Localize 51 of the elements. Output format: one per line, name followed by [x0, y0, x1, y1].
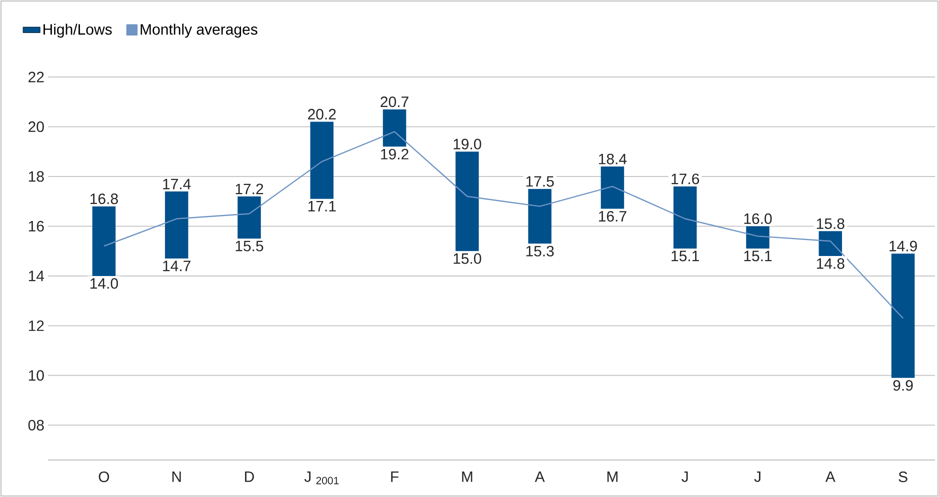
annotation: 14.8: [816, 258, 844, 269]
annotation: 19.0: [454, 138, 482, 150]
y-tick-label: 12: [28, 320, 44, 331]
legend-label: Monthly averages: [140, 24, 258, 38]
annotation: 18.4: [599, 154, 627, 164]
bar: [746, 226, 770, 249]
x-tick-label: A: [825, 472, 836, 482]
annotation: 17.4: [163, 178, 191, 190]
annotation: 19.2: [381, 148, 408, 160]
annotation: 16.7: [599, 211, 626, 222]
annotation: 15.0: [454, 253, 482, 264]
annotation: 16.0: [744, 213, 772, 224]
annotation: 15.1: [672, 250, 699, 262]
annotation: 15.1: [744, 250, 772, 262]
annotation: 9.9: [893, 380, 913, 391]
annotation: 17.5: [526, 176, 554, 187]
bar: [382, 109, 406, 147]
y-tick-label: 08: [28, 420, 44, 430]
annotation: 20.7: [380, 96, 408, 108]
annotation: 20.2: [308, 108, 336, 120]
annotation: 14.9: [890, 240, 917, 252]
y-tick-label: 20: [28, 121, 44, 132]
annotation: 17.6: [672, 174, 700, 184]
legend-label: High/Lows: [44, 24, 112, 38]
x-tick-label: J $_{2001}$: [304, 472, 339, 484]
x-tick-label: M: [462, 472, 472, 482]
x-tick-label: D: [245, 472, 254, 482]
x-tick-label: M: [607, 472, 618, 482]
x-tick-label: F: [391, 472, 399, 482]
bar: [238, 196, 261, 239]
annotation: 17.2: [236, 184, 264, 194]
x-tick-label: A: [534, 472, 545, 482]
annotation: 17.1: [308, 201, 336, 212]
x-tick-label: J: [754, 472, 760, 482]
y-tick-label: 16: [28, 220, 44, 232]
annotation: 14.0: [90, 278, 118, 289]
annotation: 16.8: [90, 193, 118, 204]
x-tick-label: N: [172, 472, 181, 482]
annotation: 14.7: [163, 260, 190, 272]
annotation: 15.8: [816, 218, 844, 229]
bar: [92, 206, 116, 276]
y-tick-label: 10: [28, 370, 44, 381]
x-tick-label: S: [898, 472, 908, 482]
x-tick-label: O: [98, 472, 110, 482]
y-tick-label: 14: [28, 270, 44, 282]
y-tick-label: 18: [28, 171, 44, 182]
y-tick-label: 22: [28, 72, 44, 82]
annotation: 15.3: [526, 246, 554, 256]
annotation: 15.5: [236, 240, 264, 252]
x-tick-label: J: [682, 472, 688, 482]
bar: [818, 231, 842, 256]
